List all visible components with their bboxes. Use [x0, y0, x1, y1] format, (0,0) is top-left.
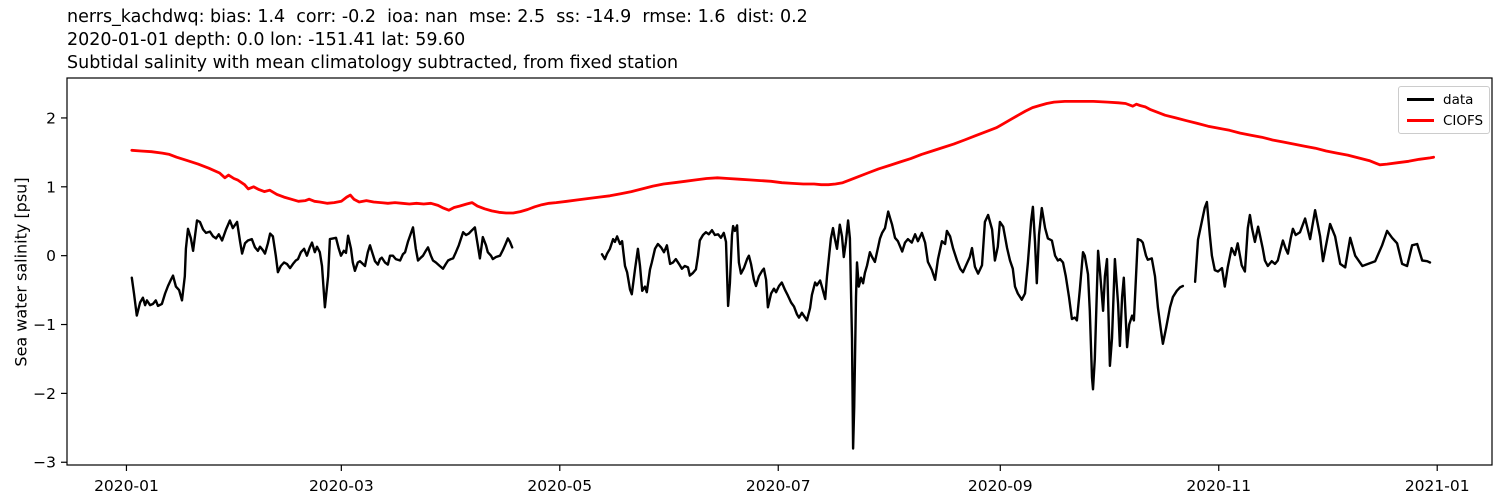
title-line-description: Subtidal salinity with mean climatology … — [67, 53, 679, 73]
y-tick-label: −1 — [33, 316, 56, 334]
legend-entry-ciofs: CIOFS — [1399, 113, 1489, 129]
x-tick-label: 2021-01 — [1405, 477, 1470, 495]
axes-frame — [66, 77, 1493, 466]
x-tick-label: 2020-09 — [968, 477, 1033, 495]
legend-line-sample-data — [1407, 98, 1434, 101]
y-tick-label: 1 — [46, 178, 56, 196]
x-tick-label: 2020-03 — [309, 477, 374, 495]
legend-label-ciofs: CIOFS — [1443, 112, 1484, 129]
ciofs-series-line — [130, 100, 1435, 215]
legend-line-sample-ciofs — [1407, 119, 1434, 122]
y-axis-label: Sea water salinity [psu] — [11, 177, 31, 367]
x-tick-label: 2020-11 — [1186, 477, 1251, 495]
x-tick-label: 2020-05 — [527, 477, 592, 495]
y-tick-label: 2 — [46, 109, 56, 127]
legend-label-data: data — [1443, 91, 1474, 108]
title-block: nerrs_kachdwq: bias: 1.4 corr: -0.2 ioa:… — [67, 6, 808, 75]
legend: data CIOFS — [1398, 86, 1490, 134]
data-series-line — [600, 205, 1185, 450]
y-tick-label: 0 — [46, 247, 56, 265]
x-tick-label: 2020-01 — [94, 477, 159, 495]
y-tick-label: −2 — [33, 385, 56, 403]
data-series-line — [130, 219, 514, 317]
data-series-line — [1193, 200, 1432, 288]
x-tick-label: 2020-07 — [746, 477, 811, 495]
title-line-station-meta: 2020-01-01 depth: 0.0 lon: -151.41 lat: … — [67, 30, 466, 50]
legend-entry-data: data — [1399, 92, 1489, 108]
title-line-stats: nerrs_kachdwq: bias: 1.4 corr: -0.2 ioa:… — [67, 7, 808, 27]
y-tick-label: −3 — [33, 454, 56, 472]
